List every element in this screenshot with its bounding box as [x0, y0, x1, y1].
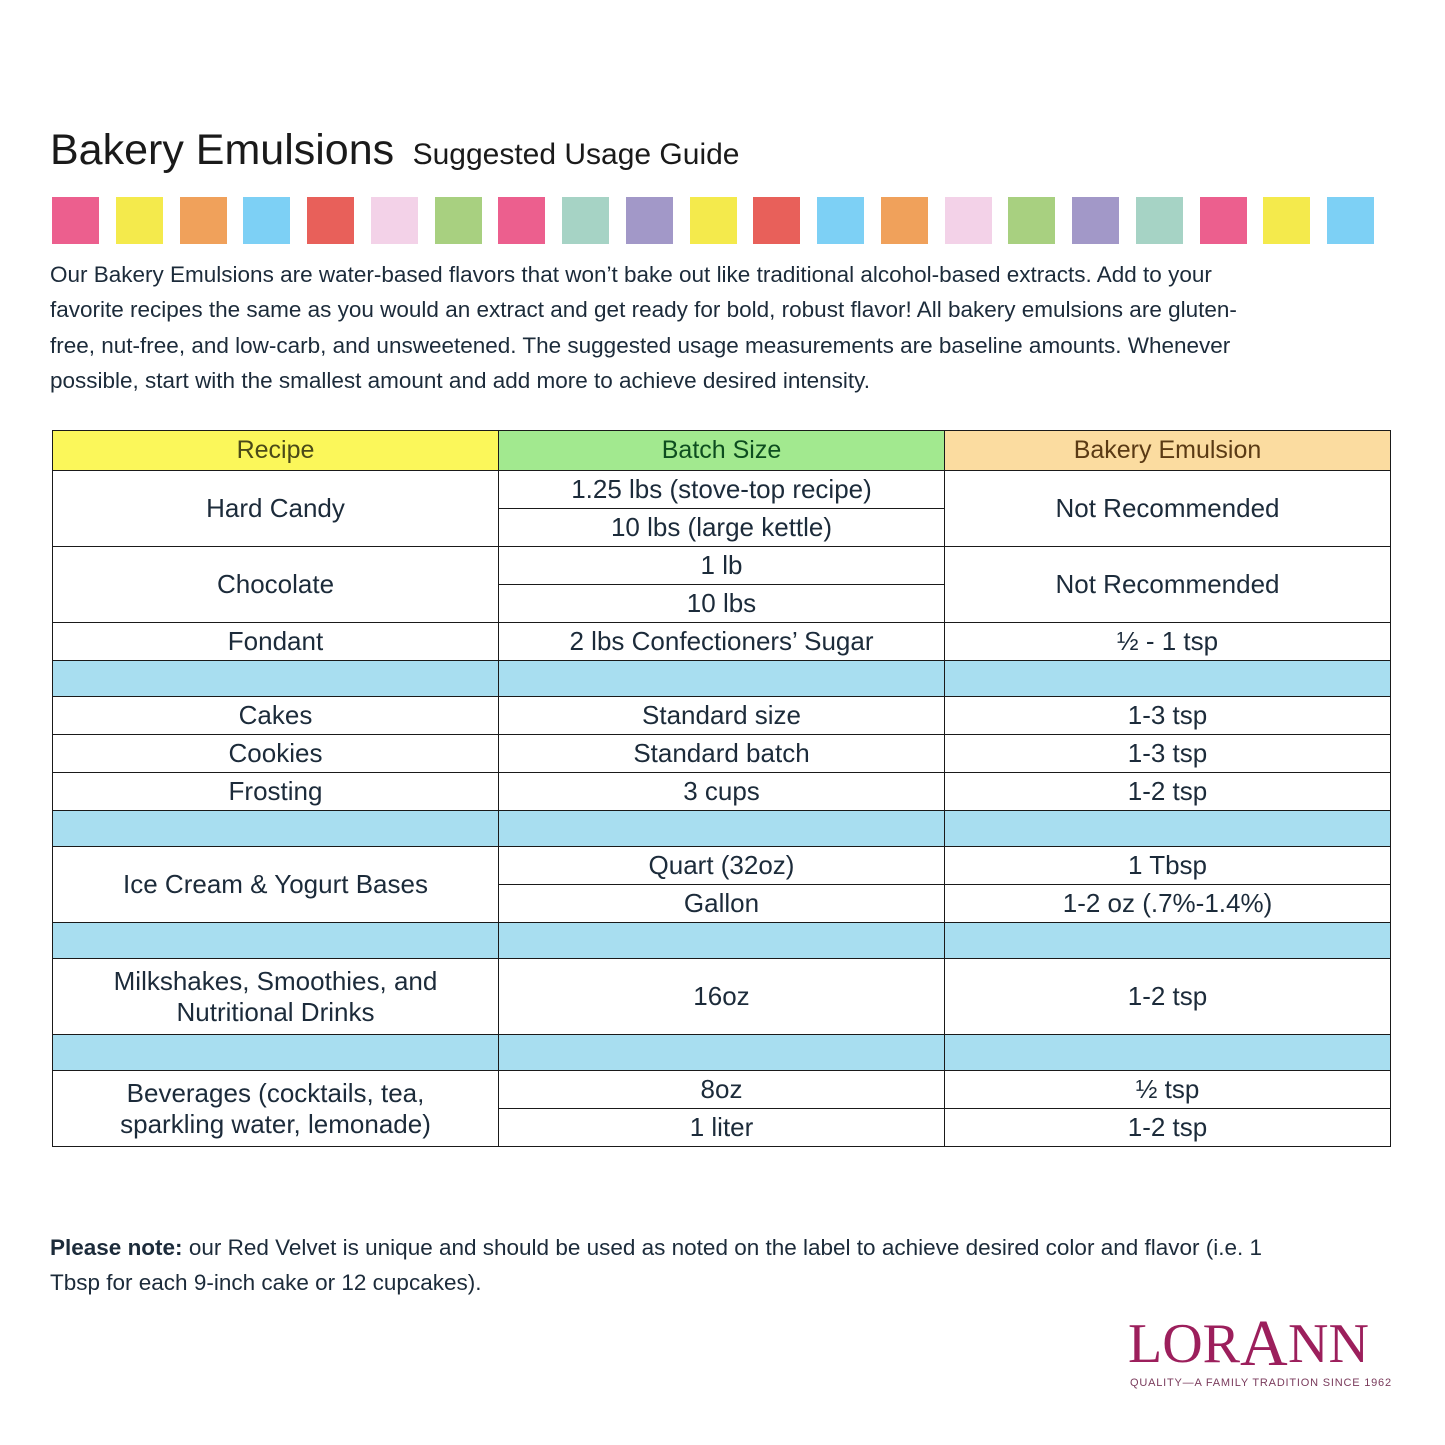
svg-text:LOR: LOR [1128, 1313, 1241, 1375]
svg-text:NN: NN [1288, 1313, 1369, 1375]
svg-text:A: A [1240, 1307, 1288, 1380]
svg-text:QUALITY—A FAMILY TRADITION SIN: QUALITY—A FAMILY TRADITION SINCE 1962 [1130, 1377, 1392, 1389]
